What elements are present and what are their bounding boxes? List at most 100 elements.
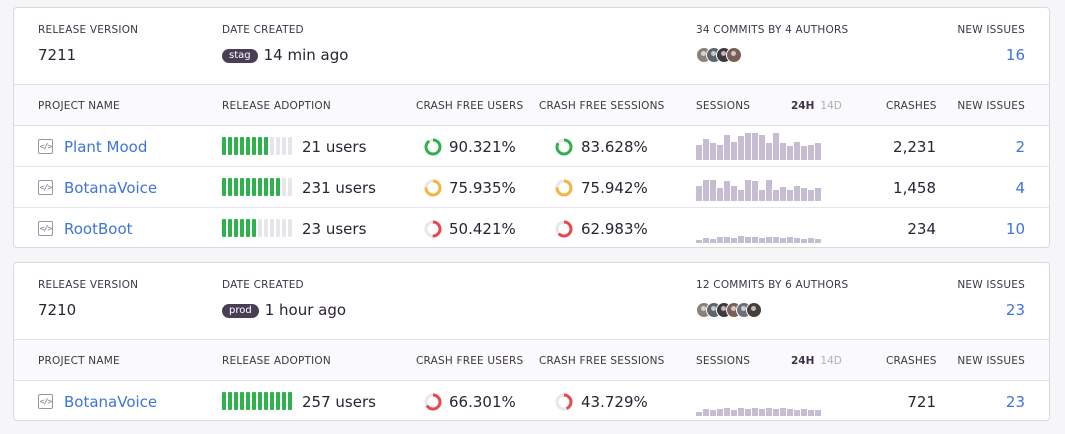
project-row[interactable]: </> BotanaVoice 231 users 75.935% 75.942… [14,167,1049,208]
project-table-header: Project Name Release Adoption Crash Free… [14,84,1049,126]
adoption-segment [252,178,256,196]
adoption-segment [258,137,262,155]
crashes-value: 1,458 [893,179,936,197]
session-bar [752,181,758,201]
new-issues-value[interactable]: 10 [1005,220,1025,238]
adoption-bar [222,178,294,196]
crash-free-users-ring-arc [424,220,442,238]
session-bar [801,146,807,160]
session-bar [745,237,751,243]
project-row[interactable]: </> RootBoot 23 users 50.421% 62.983% 23… [14,208,1049,247]
adoption-segment [246,137,250,155]
new-issues-value[interactable]: 4 [1015,179,1025,197]
author-avatar[interactable] [726,47,742,63]
session-bar [710,180,716,201]
new-issues-value[interactable]: 23 [1005,393,1025,411]
session-bar [696,412,702,416]
project-row[interactable]: </> BotanaVoice 257 users 66.301% 43.729… [14,381,1049,420]
new-issues-value[interactable]: 2 [1015,138,1025,156]
release-header: Release Version 7210 Date Created prod 1 … [14,263,1049,339]
release-version-value[interactable]: 7211 [38,46,77,64]
new-issues-value[interactable]: 16 [1005,46,1025,64]
session-bar [808,190,814,201]
project-name-link[interactable]: BotanaVoice [64,179,158,197]
session-bar [696,186,702,201]
adoption-segment [222,178,226,196]
session-bar [717,188,723,201]
new-issues-value[interactable]: 23 [1005,301,1025,319]
author-avatars[interactable] [696,47,742,63]
period-14d-option[interactable]: 14d [820,355,842,367]
session-bar [724,135,730,160]
adoption-segment [282,137,286,155]
session-bar [787,237,793,243]
author-avatar[interactable] [746,302,762,318]
session-bar [738,408,744,416]
session-bar [794,186,800,201]
session-bar [752,133,758,160]
project-row[interactable]: </> Plant Mood 21 users 90.321% 83.628% … [14,126,1049,167]
session-bar [759,190,765,201]
period-24h-option[interactable]: 24h [791,355,815,367]
adoption-segment [222,137,226,155]
session-bar [731,142,737,160]
crash-free-sessions-ring-arc [555,179,573,197]
crash-free-users-ring-wrap [424,179,442,201]
session-bar [794,142,800,160]
adoption-segment [270,392,274,410]
session-bar [780,238,786,243]
col-crash-free-sessions: Crash Free Sessions [539,355,665,367]
author-avatars[interactable] [696,302,762,318]
date-created-value: prod 1 hour ago [222,301,346,319]
adoption-segment [288,392,292,410]
col-project-name: Project Name [38,355,120,367]
session-bar [794,238,800,243]
session-bar [794,410,800,416]
crash-free-sessions-value: 75.942% [581,179,648,197]
session-bar [787,409,793,416]
col-new-issues: New Issues [957,100,1025,112]
session-bar [773,237,779,243]
col-release-adoption: Release Adoption [222,355,331,367]
crash-free-sessions-ring-wrap [555,393,573,415]
release-version-value[interactable]: 7210 [38,301,77,319]
date-created-text: 1 hour ago [264,301,347,319]
adoption-segment [258,392,262,410]
adoption-segment [276,178,280,196]
project-rows: </> Plant Mood 21 users 90.321% 83.628% … [14,126,1049,247]
adoption-segment [264,219,268,237]
session-bar [724,181,730,201]
period-14d-option[interactable]: 14d [820,100,842,112]
adoption-segment [288,219,292,237]
col-sessions: Sessions [696,355,751,367]
session-bar [703,409,709,416]
session-bar [808,238,814,243]
adoption-users: 257 users [302,393,376,411]
adoption-segment [252,137,256,155]
session-bar [731,186,737,201]
session-bar [696,240,702,243]
session-bar [703,139,709,160]
session-bar [759,238,765,243]
adoption-segment [228,392,232,410]
adoption-segment [264,392,268,410]
col-crash-free-sessions: Crash Free Sessions [539,100,665,112]
date-created-value: stag 14 min ago [222,46,348,64]
project-name-link[interactable]: Plant Mood [64,138,148,156]
session-bar [780,143,786,160]
adoption-segment [240,137,244,155]
session-bar [752,237,758,243]
adoption-users: 231 users [302,179,376,197]
crash-free-sessions-value: 43.729% [581,393,648,411]
project-name-link[interactable]: RootBoot [64,220,133,238]
project-name-link[interactable]: BotanaVoice [64,393,158,411]
session-bar [724,237,730,243]
release-version-label: Release Version [38,24,139,36]
adoption-users: 21 users [302,138,367,156]
session-bar [766,408,772,416]
sessions-sparkline [696,388,822,416]
session-bar [703,180,709,201]
period-24h-option[interactable]: 24h [791,100,815,112]
adoption-segment [270,137,274,155]
date-created-label: Date Created [222,24,304,36]
